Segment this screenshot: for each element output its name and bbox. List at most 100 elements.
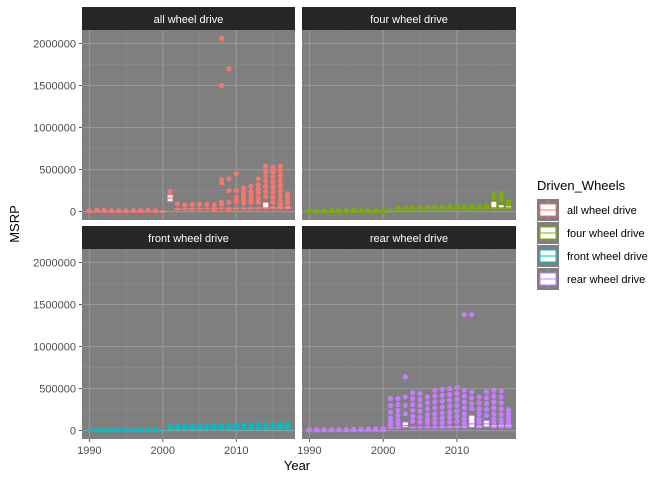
outlier-point	[410, 205, 416, 211]
outlier-point	[476, 400, 482, 406]
outlier-point	[211, 202, 217, 208]
outlier-point	[94, 207, 100, 213]
outlier-point	[226, 207, 232, 213]
facet-strip-label: all wheel drive	[154, 14, 224, 26]
outlier-point	[491, 419, 497, 425]
outlier-point	[439, 415, 445, 421]
outlier-point	[432, 420, 438, 426]
panel-background	[302, 249, 516, 439]
outlier-point	[263, 178, 269, 184]
outlier-point	[226, 199, 232, 205]
outlier-point	[211, 207, 217, 213]
outlier-point	[476, 406, 482, 412]
x-tick-label: 2010	[224, 445, 248, 457]
outlier-point	[189, 201, 195, 208]
outlier-point	[446, 414, 453, 420]
y-tick-label: 2000000	[33, 38, 76, 50]
outlier-point	[498, 420, 504, 426]
outlier-point	[461, 399, 467, 405]
facet-strip-label: front wheel drive	[148, 233, 229, 245]
box-2013	[475, 424, 483, 430]
box-2014	[262, 200, 269, 211]
outlier-point	[314, 427, 320, 433]
outlier-point	[446, 403, 453, 409]
outlier-point	[402, 374, 408, 380]
box-2005	[416, 425, 424, 430]
outlier-point	[483, 389, 490, 395]
outlier-point	[306, 208, 312, 214]
outlier-point	[417, 396, 423, 403]
outlier-point	[270, 184, 276, 190]
box-2004	[189, 206, 196, 211]
outlier-point	[461, 416, 467, 422]
outlier-point	[248, 183, 254, 189]
outlier-point	[138, 207, 144, 213]
box-2011	[240, 206, 247, 211]
outlier-point	[402, 205, 408, 211]
outlier-point	[506, 406, 512, 413]
x-tick-label: 1990	[77, 445, 101, 457]
box-2003	[181, 206, 188, 211]
outlier-point	[116, 208, 122, 214]
outlier-point	[248, 422, 254, 428]
panel-background	[302, 30, 516, 220]
outlier-point	[432, 405, 438, 411]
outlier-point	[358, 207, 364, 213]
outlier-point	[476, 419, 482, 425]
outlier-point	[255, 182, 261, 188]
outlier-point	[373, 426, 379, 432]
outlier-point	[233, 187, 239, 194]
y-axis-title: MSRP	[7, 205, 22, 243]
legend-label: front wheel drive	[567, 251, 648, 263]
outlier-point	[233, 198, 239, 205]
outlier-point	[395, 407, 401, 414]
box-2014	[483, 419, 490, 429]
facet-strip	[302, 7, 516, 30]
outlier-point	[410, 401, 416, 408]
outlier-point	[226, 66, 232, 72]
outlier-point	[498, 388, 504, 394]
facet-strip	[82, 7, 295, 30]
outlier-point	[101, 207, 107, 213]
box-2004	[409, 425, 416, 430]
outlier-point	[410, 396, 416, 402]
panel-rear-wheel-drive: rear wheel drive	[302, 226, 516, 439]
box-2016	[498, 203, 505, 211]
box-1990	[86, 428, 93, 432]
outlier-point	[469, 406, 475, 412]
outlier-point	[483, 395, 490, 401]
outlier-point	[285, 422, 291, 428]
outlier-point	[498, 412, 504, 418]
outlier-point	[167, 188, 173, 195]
outlier-point	[454, 418, 460, 424]
outlier-point	[233, 422, 239, 428]
x-axis: 1990 2000 2010 1990 2000 2010	[77, 439, 469, 457]
outlier-point	[432, 411, 438, 417]
y-tick-label: 1500000	[33, 80, 76, 92]
box-2017	[284, 205, 291, 211]
outlier-point	[491, 399, 497, 405]
outlier-point	[263, 183, 269, 189]
outlier-point	[476, 411, 482, 417]
outlier-point	[240, 189, 247, 195]
box-2002	[174, 206, 181, 211]
outlier-point	[387, 409, 394, 415]
outlier-point	[167, 423, 173, 429]
outlier-point	[321, 208, 327, 214]
y-tick-label: 1000000	[33, 342, 76, 354]
outlier-point	[285, 200, 291, 206]
outlier-point	[483, 203, 490, 209]
box-body	[468, 415, 475, 428]
box-2012	[247, 206, 255, 211]
outlier-point	[233, 194, 239, 200]
outlier-point	[263, 168, 269, 174]
outlier-point	[226, 176, 232, 182]
outlier-point	[277, 193, 283, 199]
outlier-point	[277, 422, 283, 429]
y-tick-label: 500000	[39, 165, 76, 177]
legend-title: Driven_Wheels	[537, 178, 626, 193]
y-axis: 0 500000 1000000 1500000 2000000 0 500000 10000…	[33, 38, 82, 438]
facet-strip	[302, 226, 516, 249]
outlier-point	[387, 402, 394, 408]
outlier-point	[461, 393, 467, 399]
